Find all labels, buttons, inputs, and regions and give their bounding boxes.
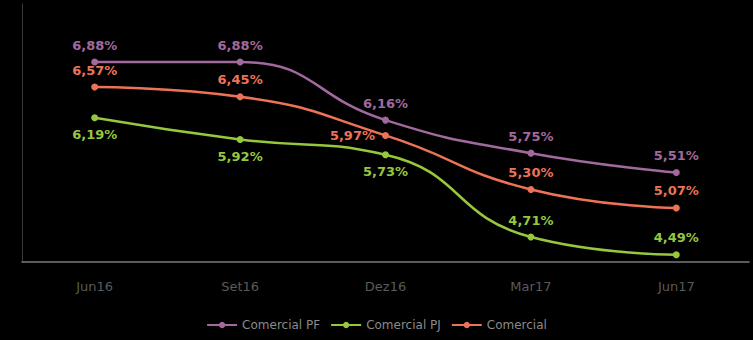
svg-text:Dez16: Dez16 xyxy=(365,279,406,294)
svg-text:6,88%: 6,88% xyxy=(218,38,263,53)
svg-text:Jun16: Jun16 xyxy=(75,279,113,294)
svg-text:Set16: Set16 xyxy=(221,279,259,294)
svg-text:6,16%: 6,16% xyxy=(363,96,408,111)
svg-text:4,49%: 4,49% xyxy=(654,230,699,245)
svg-text:6,88%: 6,88% xyxy=(72,38,117,53)
svg-text:5,51%: 5,51% xyxy=(654,148,699,163)
svg-text:4,71%: 4,71% xyxy=(508,213,553,228)
svg-text:5,97%: 5,97% xyxy=(330,128,375,143)
svg-text:6,57%: 6,57% xyxy=(72,63,117,78)
svg-text:5,75%: 5,75% xyxy=(508,129,553,144)
svg-text:5,73%: 5,73% xyxy=(363,164,408,179)
svg-text:5,07%: 5,07% xyxy=(654,183,699,198)
svg-text:Comercial PJ: Comercial PJ xyxy=(366,318,441,332)
svg-text:5,92%: 5,92% xyxy=(218,149,263,164)
svg-text:Comercial: Comercial xyxy=(487,318,547,332)
svg-text:Jun17: Jun17 xyxy=(657,279,695,294)
svg-text:Comercial PF: Comercial PF xyxy=(242,318,320,332)
svg-text:Mar17: Mar17 xyxy=(510,279,551,294)
svg-text:6,45%: 6,45% xyxy=(218,72,263,87)
svg-text:6,19%: 6,19% xyxy=(72,127,117,142)
svg-text:5,30%: 5,30% xyxy=(508,165,553,180)
